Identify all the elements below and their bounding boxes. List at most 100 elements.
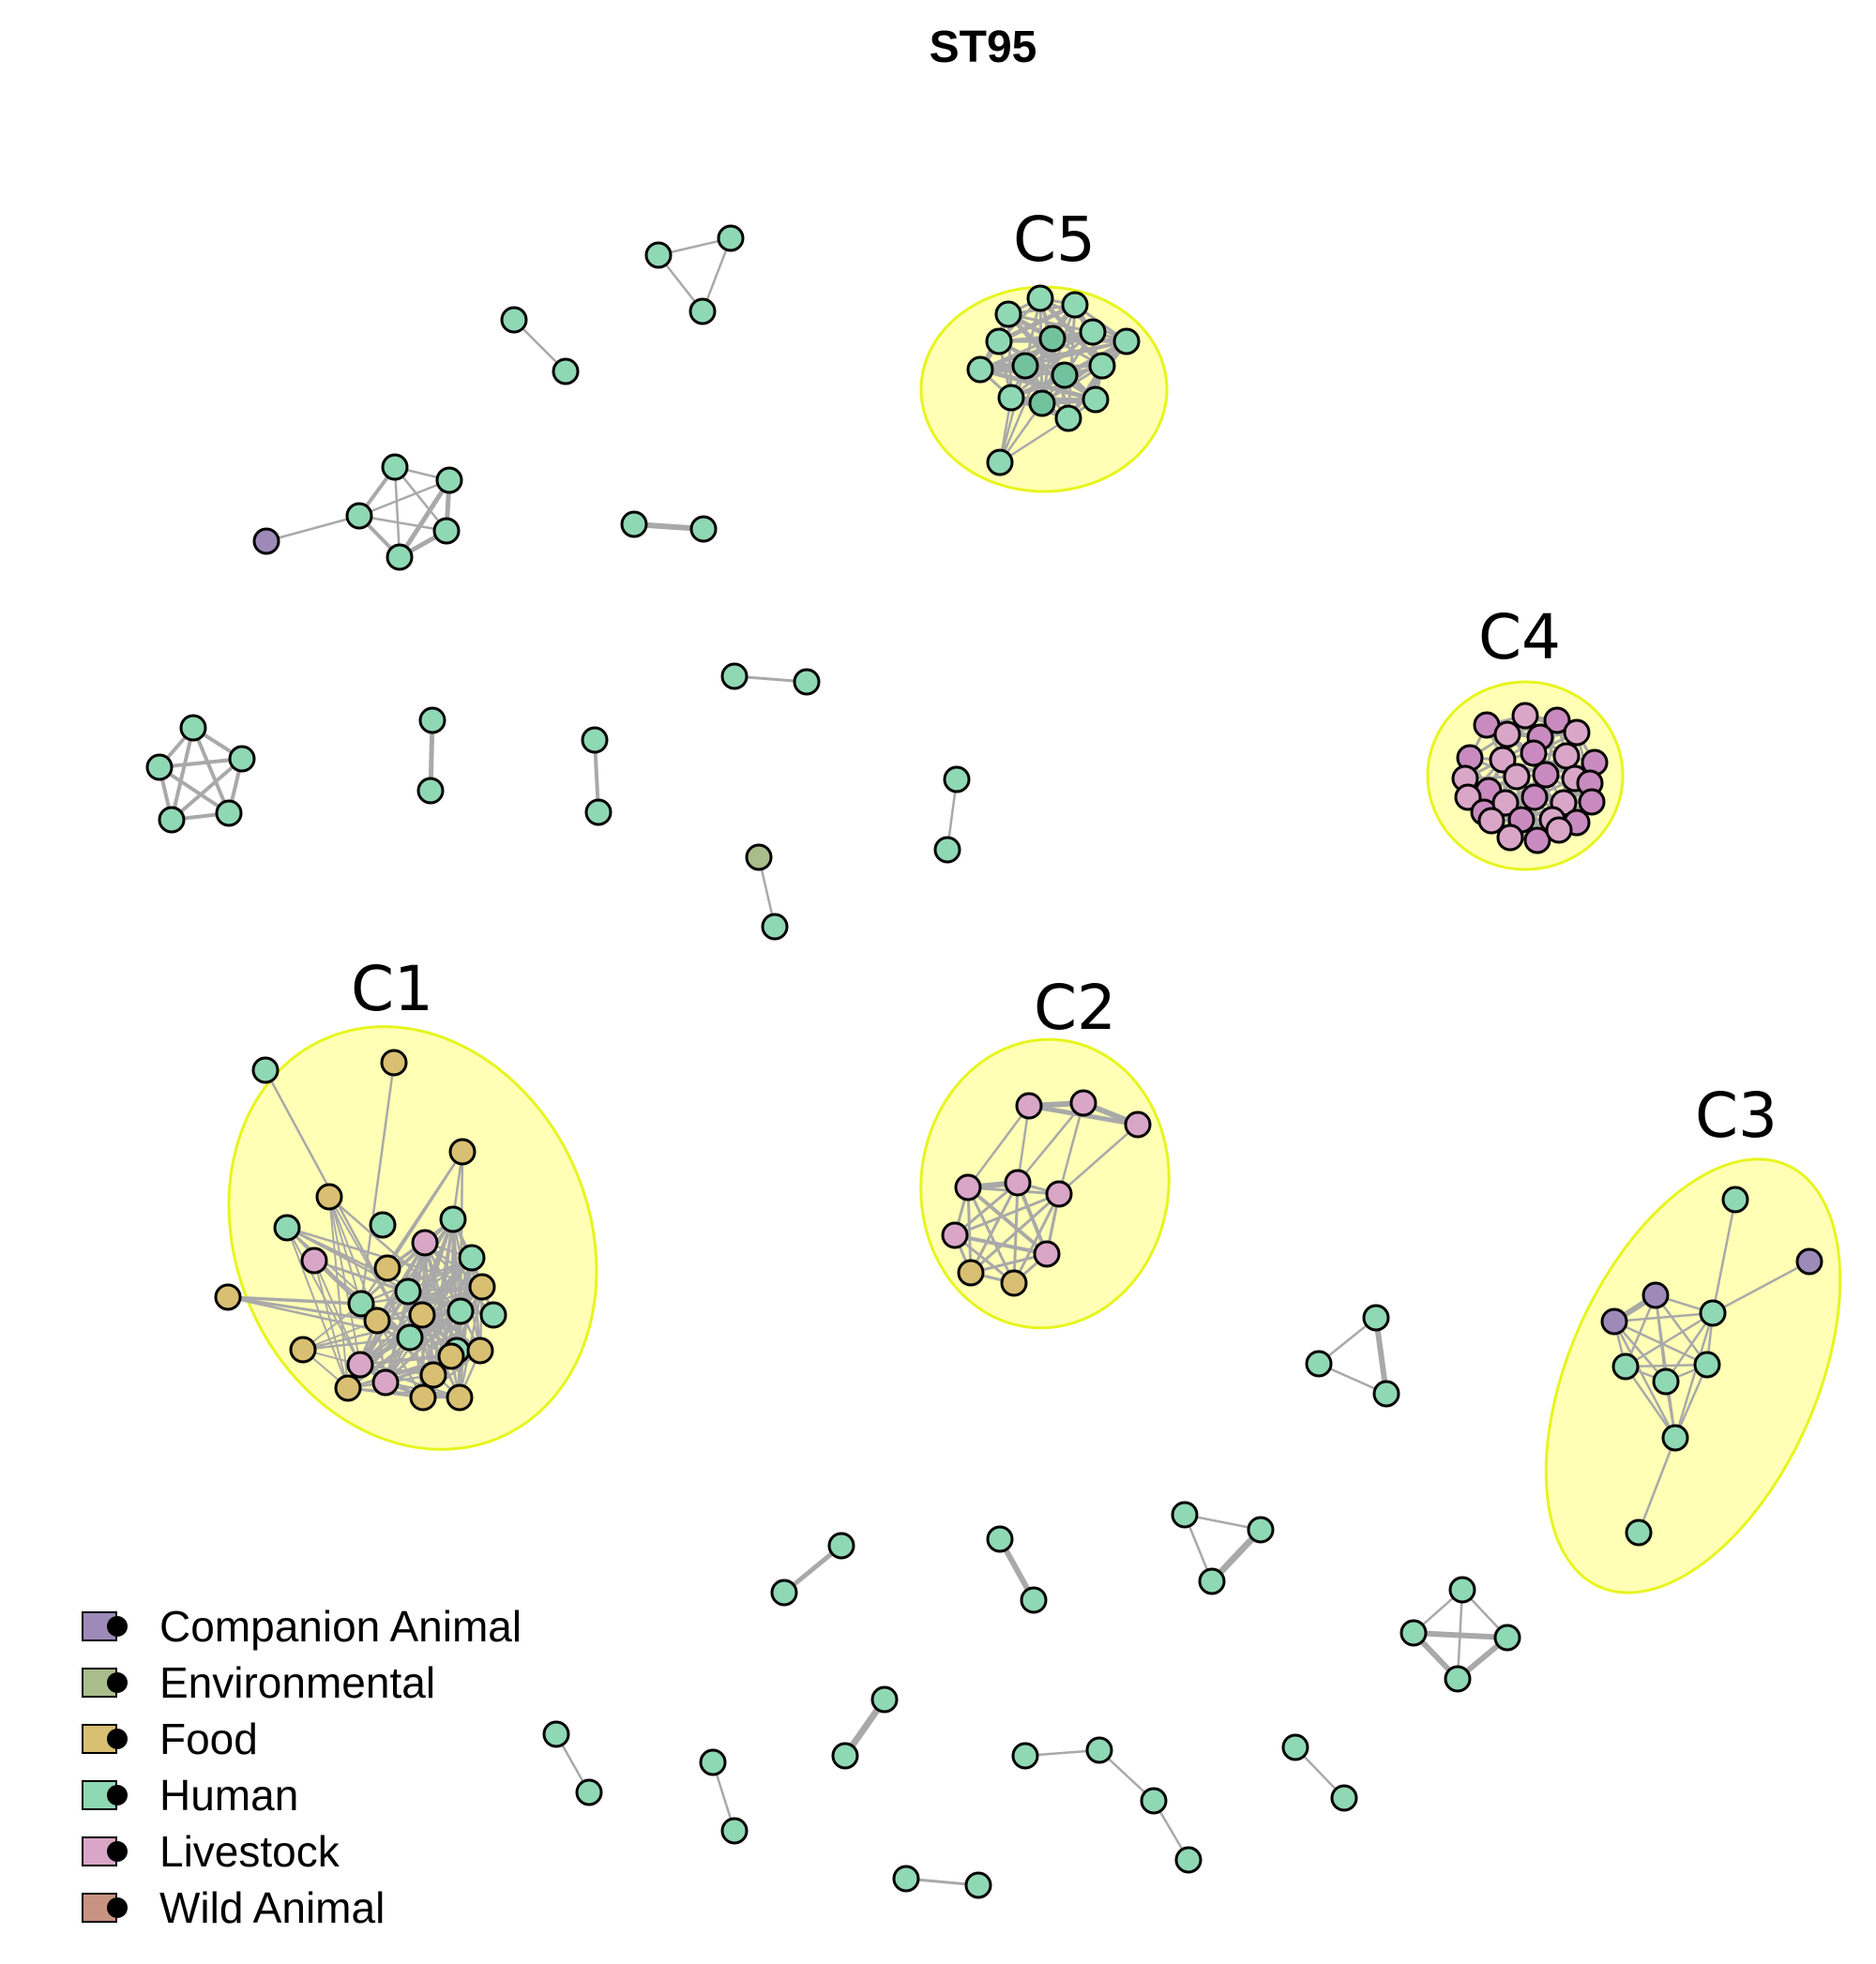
node [997,384,1025,412]
edge [386,1150,464,1270]
edge [978,330,1095,371]
node [289,1336,317,1364]
legend-item-companion-animal: Companion Animal [82,1602,522,1651]
edge [286,1227,349,1389]
node [1011,1742,1039,1770]
legend-label: Food [159,1715,258,1763]
node [1247,1516,1275,1544]
node [994,300,1022,328]
node [468,1273,496,1301]
node [432,517,461,545]
edge [1057,1123,1140,1196]
node [369,1211,397,1239]
node [1281,1733,1309,1761]
node [1543,706,1571,734]
edge [357,514,448,533]
node [1545,816,1573,844]
node [1578,788,1606,816]
edge [996,302,1078,344]
node [437,1342,465,1370]
node [371,1368,400,1397]
edge [1624,1365,1677,1440]
edge [358,1354,453,1367]
node [1532,761,1560,789]
edge [1637,1436,1677,1534]
node [446,1297,475,1325]
node [986,448,1014,476]
node [1000,1269,1028,1297]
node [1330,1784,1358,1812]
edge [953,1181,1020,1237]
node [1642,1281,1670,1309]
node [1600,1307,1628,1336]
node [1305,1350,1333,1378]
node [581,726,609,754]
edge [170,726,195,822]
edge [953,1192,1061,1237]
node [1038,325,1067,353]
node [1611,1352,1640,1381]
node [1552,742,1581,770]
node [1020,1586,1048,1614]
legend-item-human: Human [82,1771,298,1820]
edge [1411,1630,1510,1640]
legend-label: Wild Animal [159,1883,385,1932]
node [1520,783,1549,811]
edge [265,514,361,543]
node [435,466,463,494]
node [409,1383,437,1412]
chart-title: ST95 [930,23,1037,72]
node [1491,789,1520,817]
legend-item-livestock: Livestock [82,1827,340,1876]
node [1124,1110,1152,1139]
node [933,836,961,864]
node [408,1301,436,1329]
node [1051,361,1079,389]
node [699,1748,727,1776]
edge [191,726,231,815]
nodes [145,224,1823,1899]
node [870,1685,899,1714]
node [386,543,414,571]
edge [313,1260,361,1366]
node [552,357,580,385]
edge [1012,1192,1061,1285]
node [575,1778,603,1806]
node [215,799,243,827]
node [717,224,745,252]
node [720,662,749,690]
node [644,241,673,269]
node [966,355,994,384]
node [1477,807,1505,835]
edge [158,757,244,769]
node [315,1183,343,1211]
legend-item-wild-animal: Wild Animal [82,1883,385,1932]
edge [459,1150,464,1313]
node [1693,1351,1721,1379]
node [363,1307,391,1335]
node [380,1049,408,1077]
node [1493,720,1521,748]
node [1362,1304,1390,1332]
cluster-label-c5: C5 [1013,204,1096,276]
node [458,1244,486,1272]
edge [1612,1320,1677,1440]
node [214,1283,242,1311]
node [1496,823,1524,852]
node [761,913,789,941]
edge [953,1233,1049,1256]
node [985,327,1013,355]
node [1503,763,1531,791]
edge [328,1196,362,1305]
node [793,668,821,696]
legend-label: Human [159,1771,298,1820]
node [251,1056,280,1084]
node [334,1374,362,1402]
edge [1057,1101,1085,1196]
node [446,1383,474,1412]
node [300,1246,328,1275]
edge [393,465,401,559]
legend-label: Livestock [159,1827,340,1876]
node [745,843,773,871]
edge [998,364,1027,464]
